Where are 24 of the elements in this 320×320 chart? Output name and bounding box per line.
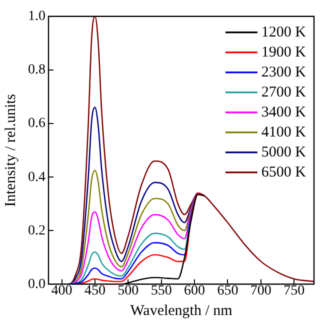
x-tick-label: 400 xyxy=(51,283,72,298)
y-tick-label: 0.6 xyxy=(28,116,46,132)
x-tick-label: 450 xyxy=(84,283,106,298)
legend-label: 4100 K xyxy=(261,124,306,140)
legend-label: 5000 K xyxy=(261,144,306,160)
x-tick-label: 600 xyxy=(184,283,206,298)
y-tick-label: 0.2 xyxy=(28,223,46,238)
legend-label: 1900 K xyxy=(261,44,306,60)
x-tick-label: 750 xyxy=(284,283,305,298)
legend-label: 1200 K xyxy=(261,24,306,40)
y-tick-label: 1.0 xyxy=(28,9,46,24)
y-tick-label: 0.0 xyxy=(28,276,46,292)
x-tick-label: 650 xyxy=(217,283,238,298)
x-tick-label: 550 xyxy=(150,283,172,298)
x-tick-label: 500 xyxy=(118,283,139,298)
legend-label: 2700 K xyxy=(261,84,306,100)
legend-label: 2300 K xyxy=(261,64,306,80)
y-tick-label: 0.4 xyxy=(28,170,46,185)
y-tick-label: 0.8 xyxy=(28,62,46,78)
x-axis-title: Wavelength / nm xyxy=(130,302,233,319)
x-tick-label: 700 xyxy=(250,283,272,298)
legend-label: 3400 K xyxy=(261,104,306,120)
y-axis-title: Intensity / rel.units xyxy=(2,94,19,207)
legend-label: 6500 K xyxy=(261,164,306,180)
